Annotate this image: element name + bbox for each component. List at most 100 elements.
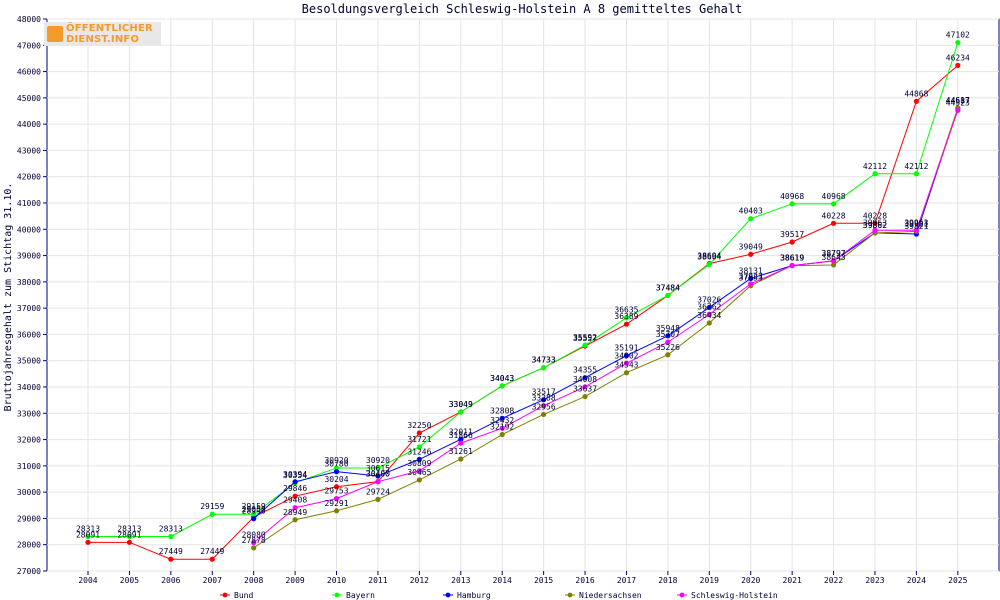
data-point xyxy=(789,262,795,269)
data-label: 35226 xyxy=(656,343,680,352)
data-point xyxy=(458,440,464,446)
y-tick-label: 44000 xyxy=(17,120,41,129)
x-tick-label: 2009 xyxy=(285,576,304,585)
x-tick-label: 2011 xyxy=(368,576,387,585)
data-label: 38797 xyxy=(822,249,846,258)
data-point xyxy=(913,171,920,177)
data-point xyxy=(333,508,340,514)
data-point xyxy=(458,456,464,462)
data-point xyxy=(830,258,837,264)
data-label: 40228 xyxy=(822,211,846,220)
value-labels: 28091 28091 27449 27449 29050 29846 30204 30400… xyxy=(76,31,970,557)
data-point xyxy=(126,539,133,545)
data-label: 29753 xyxy=(324,487,348,496)
data-point xyxy=(872,171,878,177)
data-label: 34902 xyxy=(614,351,638,360)
x-tick-label: 2010 xyxy=(327,576,346,585)
data-label: 38131 xyxy=(739,266,763,275)
y-tick-label: 36000 xyxy=(17,330,41,339)
data-point xyxy=(499,415,505,421)
series-layer xyxy=(85,40,961,562)
legend: Bund Bayern Hamburg Niedersachsen Schleswig-… xyxy=(220,591,778,600)
data-label: 32956 xyxy=(532,402,556,411)
site-logo: ÖFFENTLICHER DIENST.INFO xyxy=(44,22,161,46)
data-label: 28313 xyxy=(76,524,100,533)
data-label: 35707 xyxy=(656,330,680,339)
data-label: 40403 xyxy=(739,207,763,216)
data-label: 30920 xyxy=(366,456,390,465)
data-label: 32808 xyxy=(490,406,514,415)
data-label: 36762 xyxy=(697,302,721,311)
data-point xyxy=(913,98,920,104)
y-tick-label: 39000 xyxy=(17,252,41,261)
data-point xyxy=(458,436,464,442)
data-label: 30465 xyxy=(407,468,431,477)
data-point xyxy=(665,292,671,299)
data-label: 29159 xyxy=(200,502,224,511)
data-label: 30809 xyxy=(407,459,431,468)
data-label: 38664 xyxy=(697,252,721,261)
data-label: 46234 xyxy=(946,53,970,62)
data-label: 38694 xyxy=(697,252,721,261)
data-point xyxy=(541,397,547,403)
data-point xyxy=(251,516,257,522)
data-point xyxy=(872,227,878,233)
data-label: 39049 xyxy=(739,242,763,251)
data-point xyxy=(830,201,837,207)
data-point xyxy=(375,496,381,502)
data-label: 37026 xyxy=(697,295,721,304)
data-label: 28949 xyxy=(283,508,307,517)
legend-label: Bayern xyxy=(346,591,375,600)
data-label: 39963 xyxy=(904,218,928,227)
y-tick-label: 47000 xyxy=(17,41,41,50)
data-point xyxy=(623,360,630,366)
legend-swatch-marker xyxy=(567,592,573,598)
data-label: 38619 xyxy=(780,254,804,263)
y-tick-label: 29000 xyxy=(17,514,41,523)
data-label: 29408 xyxy=(283,496,307,505)
x-tick-label: 2023 xyxy=(865,576,884,585)
data-label: 28313 xyxy=(159,524,183,533)
grid xyxy=(47,18,999,572)
data-point xyxy=(665,352,671,358)
y-tick-label: 32000 xyxy=(17,436,41,445)
data-label: 30920 xyxy=(324,456,348,465)
data-label: 35592 xyxy=(573,333,597,342)
data-point xyxy=(292,493,298,499)
data-label: 32250 xyxy=(407,421,431,430)
data-label: 47102 xyxy=(946,31,970,40)
data-point xyxy=(623,370,630,376)
data-point xyxy=(706,304,712,311)
data-point xyxy=(623,321,630,327)
data-point xyxy=(333,469,340,475)
data-label: 34043 xyxy=(490,374,514,383)
x-tick-label: 2008 xyxy=(244,576,263,585)
legend-label: Bund xyxy=(234,591,253,600)
data-label: 28313 xyxy=(117,524,141,533)
data-point xyxy=(955,40,961,46)
data-point xyxy=(748,281,754,287)
y-tick-label: 27000 xyxy=(17,567,41,576)
data-label: 34733 xyxy=(532,356,556,365)
data-label: 28091 xyxy=(117,530,141,539)
data-label: 28990 xyxy=(242,507,266,516)
data-point xyxy=(375,465,381,471)
data-point xyxy=(706,261,712,268)
x-tick-label: 2015 xyxy=(534,576,553,585)
y-tick-label: 42000 xyxy=(17,173,41,182)
data-point xyxy=(209,511,215,517)
data-point xyxy=(209,556,215,562)
x-tick-label: 2018 xyxy=(658,576,677,585)
x-tick-label: 2025 xyxy=(948,576,967,585)
data-point xyxy=(748,275,754,282)
series-line xyxy=(253,110,959,543)
y-tick-label: 30000 xyxy=(17,488,41,497)
y-tick-label: 38000 xyxy=(17,278,41,287)
data-label: 31246 xyxy=(407,447,431,456)
data-label: 32011 xyxy=(449,427,473,436)
data-point xyxy=(499,383,505,389)
plot-frame xyxy=(46,18,1000,572)
data-label: 39862 xyxy=(863,221,887,230)
data-label: 35557 xyxy=(573,334,597,343)
data-point xyxy=(85,533,91,540)
